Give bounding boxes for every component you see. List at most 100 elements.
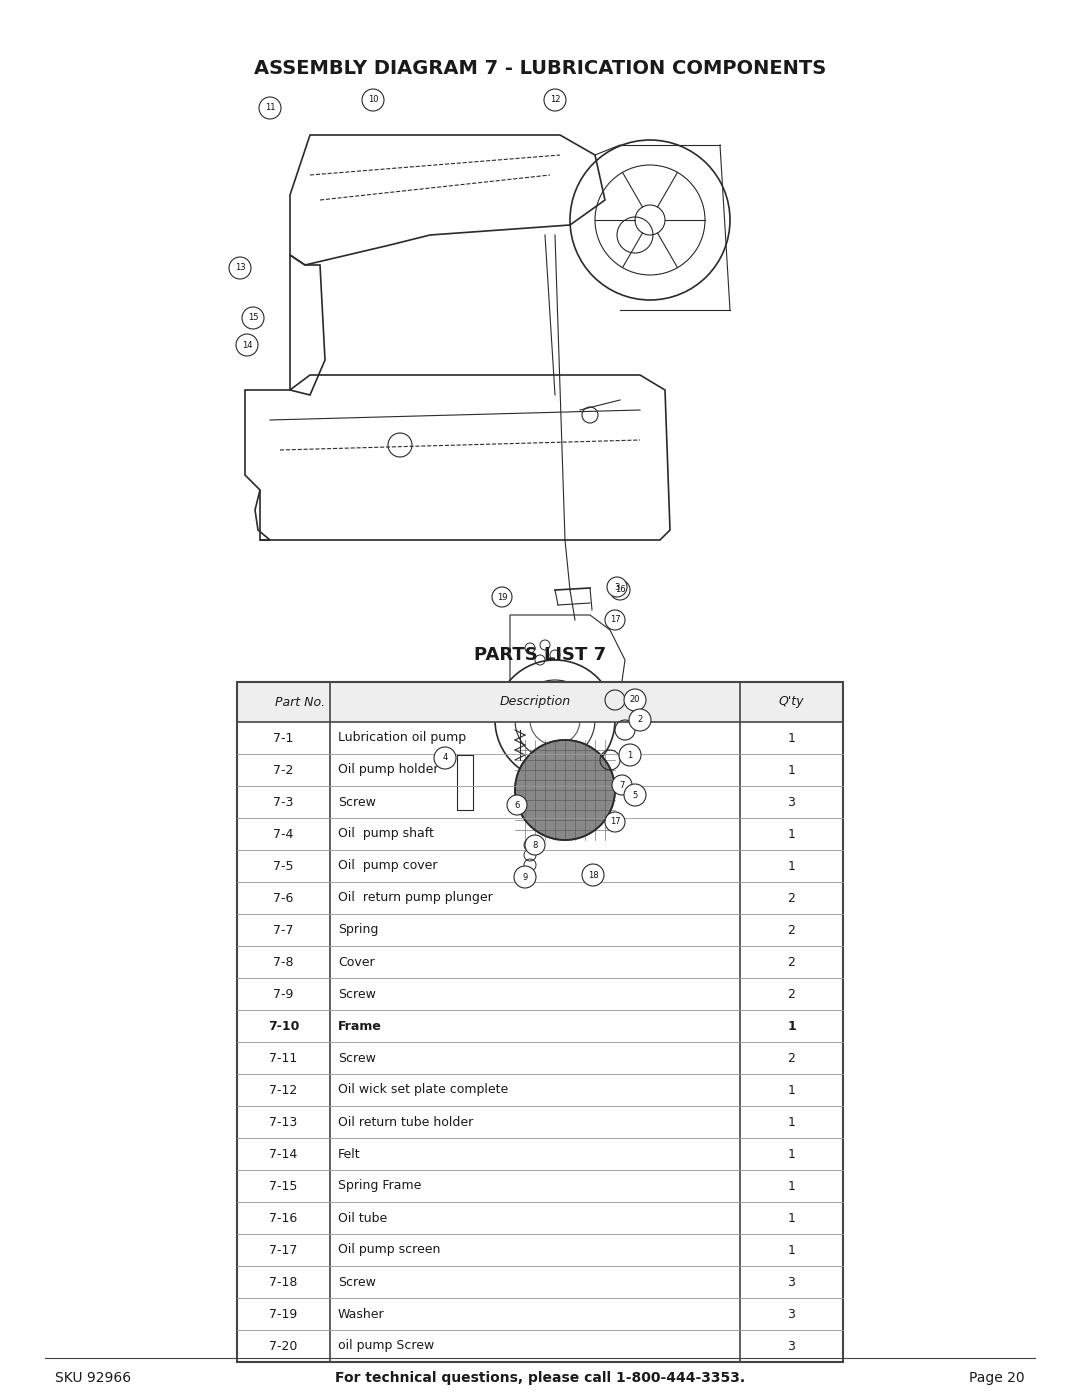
- Text: Q'ty: Q'ty: [779, 696, 805, 708]
- Circle shape: [544, 89, 566, 110]
- Text: 11: 11: [265, 103, 275, 113]
- Circle shape: [507, 795, 527, 814]
- Text: 18: 18: [588, 870, 598, 880]
- Text: 1: 1: [627, 750, 633, 760]
- Circle shape: [434, 747, 456, 768]
- Text: Part No.: Part No.: [275, 696, 325, 708]
- Text: 9: 9: [523, 873, 528, 882]
- Text: 1: 1: [787, 732, 796, 745]
- Text: 7-1: 7-1: [273, 732, 294, 745]
- Circle shape: [514, 866, 536, 888]
- Text: oil pump Screw: oil pump Screw: [338, 1340, 434, 1352]
- Circle shape: [629, 710, 651, 731]
- Circle shape: [229, 257, 251, 279]
- Text: 3: 3: [787, 1340, 796, 1352]
- Text: 7-12: 7-12: [269, 1084, 298, 1097]
- Text: 2: 2: [787, 923, 796, 936]
- Text: 19: 19: [497, 592, 508, 602]
- Text: Description: Description: [499, 696, 570, 708]
- Text: 4: 4: [443, 753, 447, 763]
- Text: Screw: Screw: [338, 988, 376, 1000]
- Text: 7: 7: [619, 781, 624, 789]
- Circle shape: [259, 96, 281, 119]
- Circle shape: [607, 577, 627, 597]
- Text: 7-19: 7-19: [269, 1308, 298, 1320]
- Circle shape: [582, 863, 604, 886]
- Text: 3: 3: [615, 583, 620, 591]
- Text: 7-7: 7-7: [273, 923, 294, 936]
- Text: 2: 2: [787, 956, 796, 968]
- Text: Lubrication oil pump: Lubrication oil pump: [338, 732, 467, 745]
- Text: 7-16: 7-16: [269, 1211, 298, 1225]
- Text: Oil  pump shaft: Oil pump shaft: [338, 827, 434, 841]
- Text: 7-11: 7-11: [269, 1052, 298, 1065]
- Text: 20: 20: [630, 696, 640, 704]
- Text: Oil  pump cover: Oil pump cover: [338, 859, 437, 873]
- Text: 17: 17: [610, 817, 620, 827]
- Text: Page 20: Page 20: [970, 1370, 1025, 1384]
- Text: 1: 1: [787, 1147, 796, 1161]
- Text: 1: 1: [787, 1115, 796, 1129]
- Circle shape: [492, 587, 512, 608]
- Text: For technical questions, please call 1-800-444-3353.: For technical questions, please call 1-8…: [335, 1370, 745, 1384]
- Text: 7-2: 7-2: [273, 764, 294, 777]
- Circle shape: [619, 745, 642, 766]
- Circle shape: [362, 89, 384, 110]
- Text: Oil pump screen: Oil pump screen: [338, 1243, 441, 1256]
- Text: 7-15: 7-15: [269, 1179, 298, 1193]
- Text: 16: 16: [615, 585, 625, 595]
- Text: 1: 1: [787, 1179, 796, 1193]
- Text: 1: 1: [787, 1084, 796, 1097]
- Text: 15: 15: [247, 313, 258, 323]
- Text: Frame: Frame: [338, 1020, 382, 1032]
- Circle shape: [515, 740, 615, 840]
- Text: Oil return tube holder: Oil return tube holder: [338, 1115, 473, 1129]
- Text: 7-17: 7-17: [269, 1243, 298, 1256]
- Text: 7-5: 7-5: [273, 859, 294, 873]
- Text: 3: 3: [787, 795, 796, 809]
- Text: 7-20: 7-20: [269, 1340, 298, 1352]
- Text: Oil  return pump plunger: Oil return pump plunger: [338, 891, 492, 904]
- Text: 3: 3: [787, 1308, 796, 1320]
- Text: Washer: Washer: [338, 1308, 384, 1320]
- Text: Oil pump holder: Oil pump holder: [338, 764, 438, 777]
- Text: 3: 3: [787, 1275, 796, 1288]
- Text: 7-10: 7-10: [268, 1020, 299, 1032]
- Text: 14: 14: [242, 341, 253, 349]
- Text: 7-8: 7-8: [273, 956, 294, 968]
- Text: 12: 12: [550, 95, 561, 105]
- Text: 7-4: 7-4: [273, 827, 294, 841]
- Text: 1: 1: [787, 827, 796, 841]
- Circle shape: [624, 689, 646, 711]
- Text: 2: 2: [787, 988, 796, 1000]
- Text: 7-9: 7-9: [273, 988, 294, 1000]
- Text: 1: 1: [787, 764, 796, 777]
- Text: Oil wick set plate complete: Oil wick set plate complete: [338, 1084, 509, 1097]
- Circle shape: [237, 334, 258, 356]
- Bar: [237, 682, 843, 1362]
- Text: Screw: Screw: [338, 1052, 376, 1065]
- Text: 6: 6: [514, 800, 519, 809]
- Circle shape: [624, 784, 646, 806]
- Text: 1: 1: [787, 1243, 796, 1256]
- Circle shape: [610, 580, 630, 599]
- Text: 17: 17: [610, 616, 620, 624]
- Text: ASSEMBLY DIAGRAM 7 - LUBRICATION COMPONENTS: ASSEMBLY DIAGRAM 7 - LUBRICATION COMPONE…: [254, 59, 826, 77]
- Text: Cover: Cover: [338, 956, 375, 968]
- Circle shape: [612, 775, 632, 795]
- Text: 5: 5: [633, 791, 637, 799]
- Text: 10: 10: [368, 95, 378, 105]
- Text: 1: 1: [787, 859, 796, 873]
- Text: Screw: Screw: [338, 1275, 376, 1288]
- Text: 7-6: 7-6: [273, 891, 294, 904]
- Text: 2: 2: [637, 715, 643, 725]
- Text: 7-14: 7-14: [269, 1147, 298, 1161]
- Text: Spring: Spring: [338, 923, 378, 936]
- Text: 13: 13: [234, 264, 245, 272]
- Text: SKU 92966: SKU 92966: [55, 1370, 131, 1384]
- Circle shape: [242, 307, 264, 330]
- Circle shape: [525, 835, 545, 855]
- Bar: [237, 682, 843, 722]
- Text: PARTS LIST 7: PARTS LIST 7: [474, 645, 606, 664]
- Text: Felt: Felt: [338, 1147, 361, 1161]
